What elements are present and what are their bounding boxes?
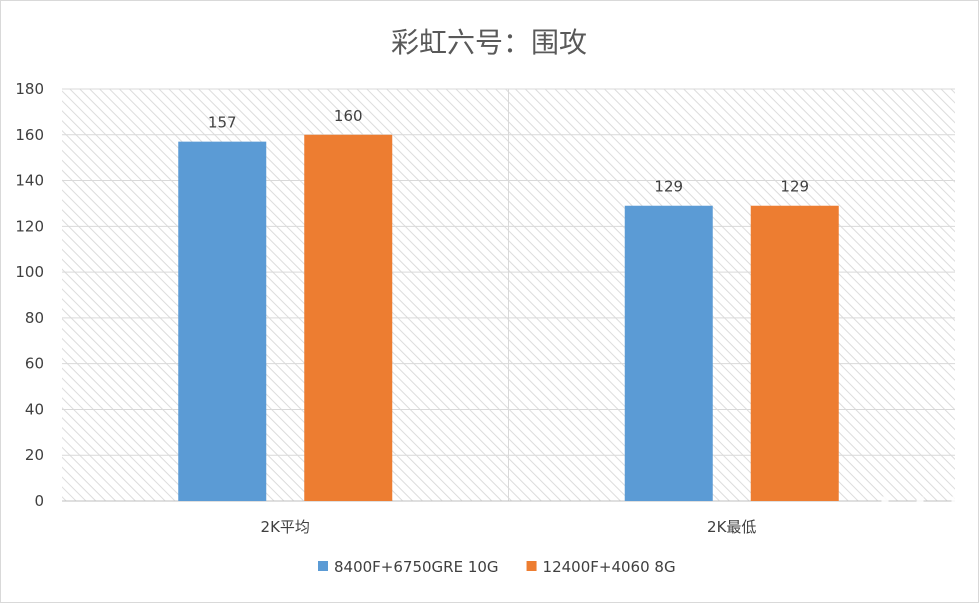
legend-label: 8400F+6750GRE 10G xyxy=(334,558,499,576)
y-tick-label: 100 xyxy=(15,263,44,281)
y-tick-label: 80 xyxy=(25,309,44,327)
x-tick-label: 2K最低 xyxy=(707,518,756,536)
y-tick-label: 140 xyxy=(15,172,44,190)
watermark-url: www.chiphell.com xyxy=(818,560,963,579)
data-label: 129 xyxy=(780,178,809,196)
y-tick-label: 20 xyxy=(25,446,44,464)
y-tick-label: 40 xyxy=(25,400,44,418)
data-labels: 157 160 129 129 xyxy=(208,107,809,196)
chiphell-watermark: www.chiphell.com xyxy=(818,496,974,579)
bar xyxy=(750,205,839,501)
legend-swatch xyxy=(526,561,537,571)
y-tick-label: 160 xyxy=(15,126,44,144)
y-tick-label: 180 xyxy=(15,80,44,98)
legend: 8400F+6750GRE 10G 12400F+4060 8G xyxy=(318,558,676,576)
x-tick-label: 2K平均 xyxy=(261,518,310,536)
y-tick-label: 60 xyxy=(25,355,44,373)
bar xyxy=(304,134,393,501)
y-axis: 0 20 40 60 80 100 120 140 160 180 xyxy=(15,80,44,510)
data-label: 129 xyxy=(654,178,683,196)
bars xyxy=(178,134,839,501)
y-tick-label: 0 xyxy=(34,492,44,510)
bar xyxy=(624,205,713,501)
data-label: 160 xyxy=(334,107,363,125)
y-tick-label: 120 xyxy=(15,217,44,235)
bar xyxy=(178,141,267,501)
watermark-logo-icon xyxy=(881,496,974,574)
legend-label: 12400F+4060 8G xyxy=(543,558,676,576)
data-label: 157 xyxy=(208,114,237,132)
x-axis: 2K平均 2K最低 xyxy=(261,518,757,536)
legend-swatch xyxy=(318,561,328,571)
chart-title: 彩虹六号：围攻 xyxy=(391,26,587,59)
